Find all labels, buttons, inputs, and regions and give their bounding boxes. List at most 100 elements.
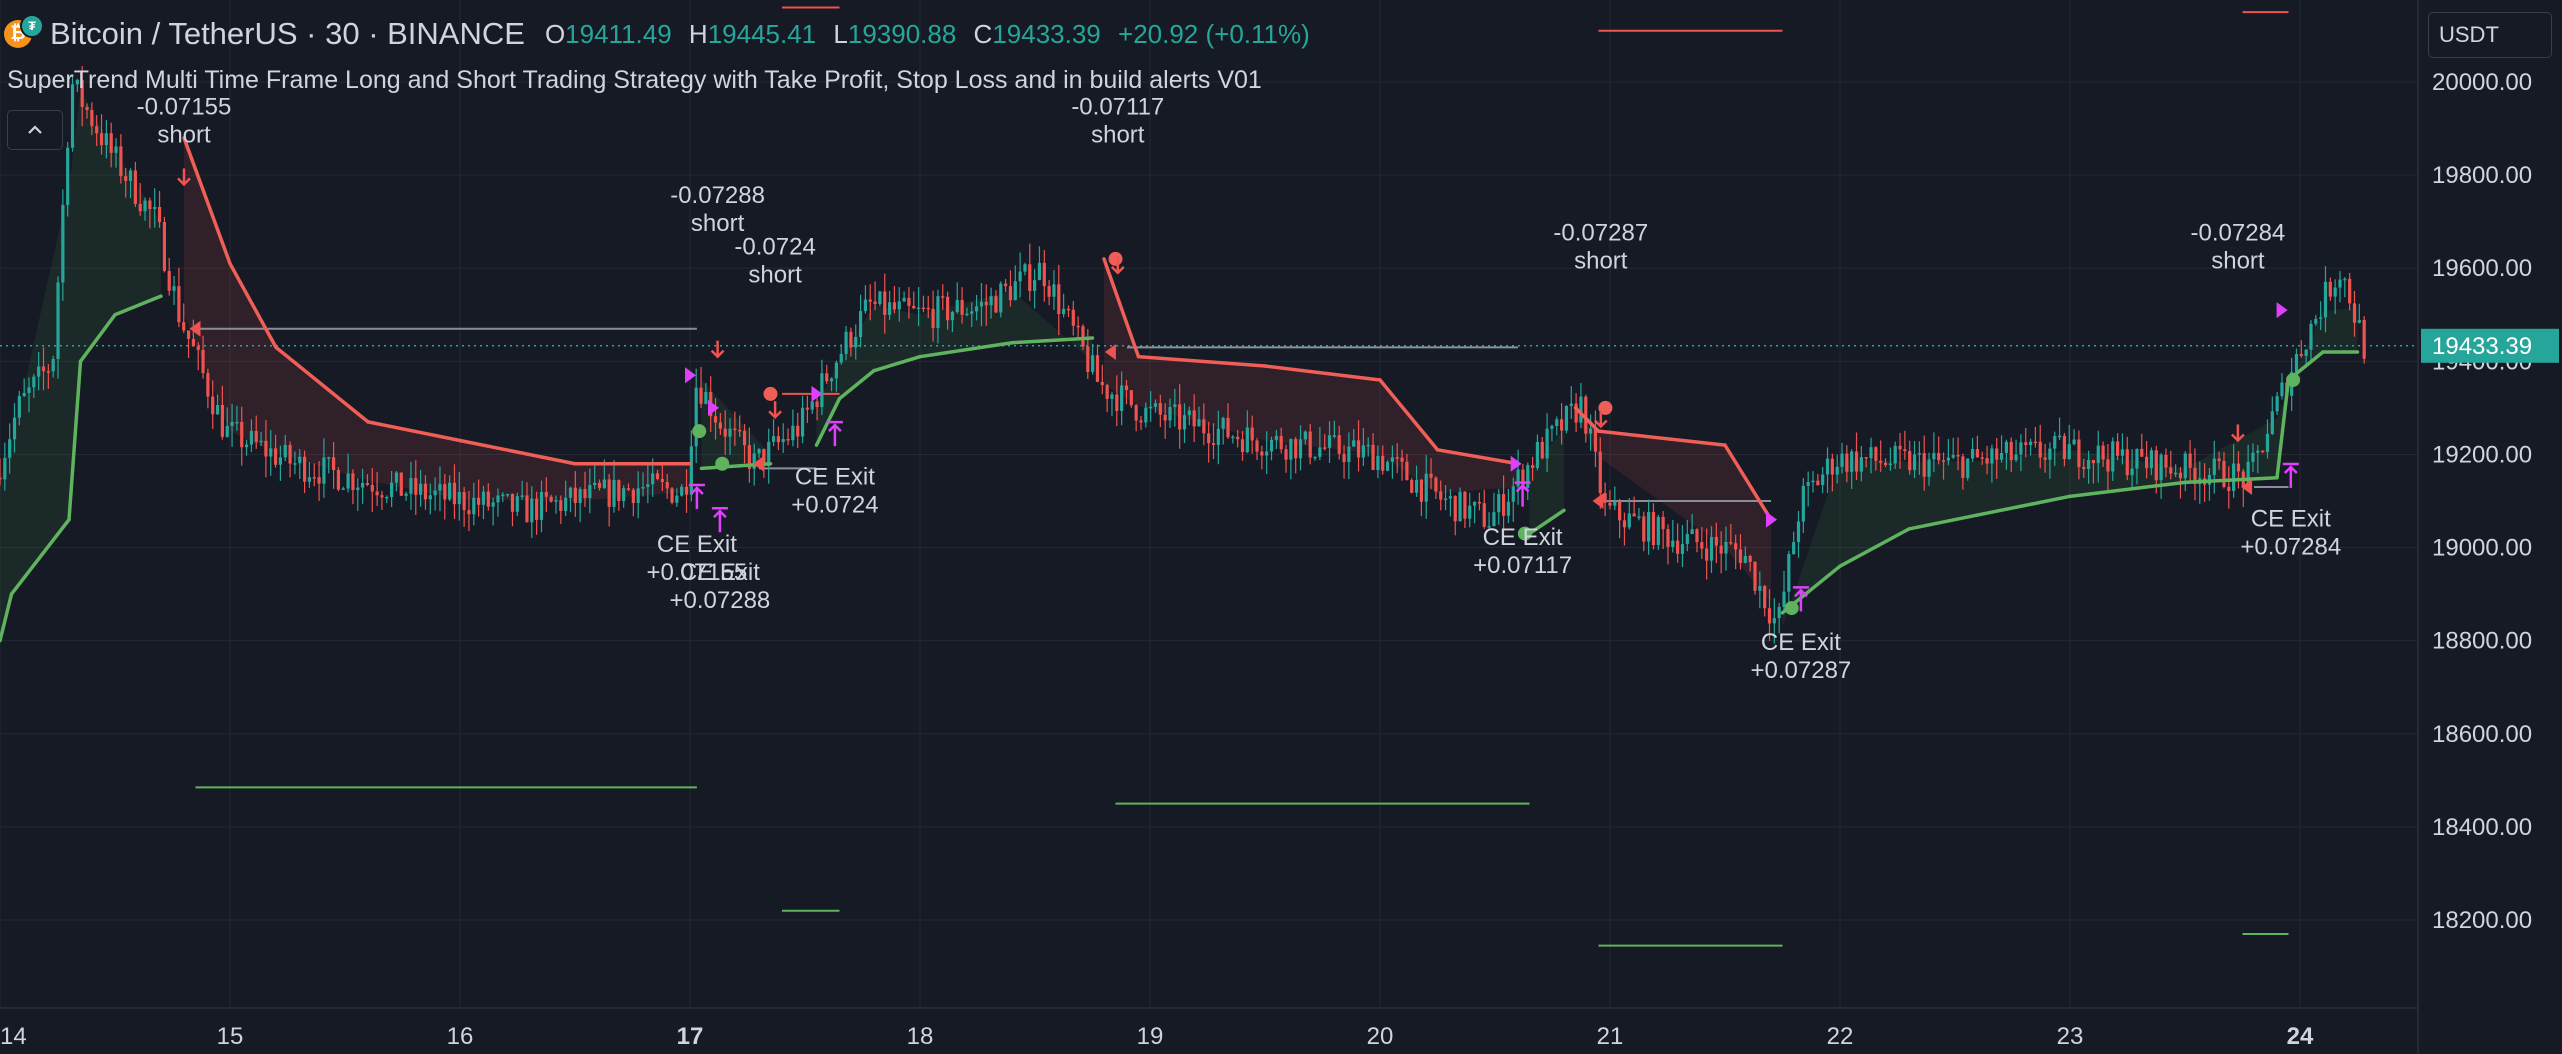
- candle-body: [2149, 450, 2154, 469]
- supertrend-segment: [1010, 336, 1095, 345]
- candle-body: [834, 362, 839, 379]
- candle-body: [481, 491, 486, 505]
- trade-label: -0.0724 short: [734, 233, 815, 288]
- candle-body: [1545, 428, 1549, 459]
- supertrend-fill-area: [11, 186, 69, 595]
- candle-body: [1115, 394, 1119, 411]
- trade-label: CE Exit +0.07117: [1473, 524, 1572, 579]
- supertrend-fill-area: [115, 151, 161, 315]
- candle-body: [1705, 548, 1709, 561]
- symbol-title[interactable]: Bitcoin / TetherUS · 30 · BINANCE: [50, 16, 525, 51]
- candle-body: [2169, 467, 2173, 474]
- candle-body: [805, 407, 809, 410]
- candle-body: [85, 106, 89, 111]
- high-value: 19445.41: [707, 18, 817, 49]
- candle-body: [1632, 513, 1636, 517]
- candle-body: [960, 299, 964, 315]
- candle-body: [370, 484, 374, 492]
- candle-body: [273, 448, 278, 465]
- candle-body: [950, 311, 955, 321]
- trade-label-line: +0.07288: [670, 587, 771, 614]
- candle-body: [2072, 439, 2076, 445]
- supertrend-fill-area: [1909, 460, 1978, 529]
- candle-body: [1250, 427, 1254, 441]
- candle-body: [1782, 591, 1786, 607]
- trade-label-line: short: [1574, 247, 1628, 274]
- candle-body: [892, 302, 897, 310]
- candle-body: [752, 453, 756, 469]
- candle-body: [1463, 491, 1467, 519]
- currency-selector[interactable]: USDT: [2428, 12, 2552, 58]
- candle-body: [1564, 406, 1569, 431]
- candle-body: [1033, 280, 1037, 291]
- candle-body: [1511, 486, 1515, 502]
- price-tick-label: 18600.00: [2432, 721, 2532, 748]
- candle-body: [544, 491, 548, 497]
- candle-body: [1975, 449, 1979, 458]
- time-axis[interactable]: 14 15 16 17 18 19 20 21 22 23 24: [0, 1023, 2314, 1050]
- candle-body: [138, 203, 142, 212]
- supertrend-segment: [918, 340, 1014, 359]
- supertrend-segment: [2068, 480, 2187, 499]
- candle-body: [2227, 486, 2231, 491]
- candle-body: [99, 133, 104, 146]
- candle-body: [1946, 457, 1950, 461]
- candle-body: [684, 486, 689, 495]
- candle-body: [365, 482, 370, 485]
- candle-body: [70, 84, 75, 148]
- candle-body: [27, 387, 31, 394]
- candle-body: [2319, 317, 2323, 319]
- candle-body: [1821, 474, 1825, 486]
- candle-body: [8, 439, 12, 458]
- supertrend-fill-area: [1012, 290, 1093, 362]
- candle-body: [375, 491, 379, 496]
- candle-body: [2106, 459, 2110, 472]
- supertrend-segment: [872, 354, 922, 373]
- strategy-title[interactable]: SuperTrend Multi Time Frame Long and Sho…: [7, 66, 1262, 94]
- candle-body: [1139, 420, 1143, 423]
- price-axis[interactable]: 18200.00 18400.00 18600.00 18800.00 19000.00…: [2421, 69, 2559, 934]
- candle-body: [2217, 458, 2221, 461]
- candle-body: [1008, 286, 1013, 301]
- candle-body: [1618, 501, 1622, 521]
- candle-body: [1555, 419, 1559, 427]
- short-arrow-icon: [2231, 433, 2245, 443]
- candle-body: [491, 502, 495, 507]
- price-tick-label: 19000.00: [2432, 535, 2532, 562]
- supertrend-segment: [1596, 429, 1727, 447]
- exit-flag-left-icon: [189, 320, 201, 337]
- supertrend-fill-area: [839, 305, 874, 399]
- candle-body: [2236, 463, 2241, 472]
- candle-body: [1231, 436, 1235, 439]
- trend-flip-dot: [1784, 601, 1799, 616]
- candle-body: [41, 366, 46, 372]
- candle-body: [2004, 441, 2008, 453]
- entry-flag-right-icon: [2276, 302, 2288, 319]
- candle-body: [1482, 503, 1486, 527]
- trend-flip-dot: [1517, 526, 1532, 541]
- supertrend-fill-area: [230, 263, 276, 453]
- trade-label-line: CE Exit: [1761, 629, 1841, 656]
- short-arrow-icon: [1593, 419, 1608, 429]
- candle-body: [1917, 453, 1921, 455]
- price-tick-label: 18400.00: [2432, 814, 2532, 841]
- supertrend-fill-area: [874, 305, 920, 371]
- candle-body: [390, 482, 394, 497]
- supertrend-fill-area: [2323, 307, 2358, 353]
- candle-body: [1966, 458, 1970, 478]
- candle-body: [157, 206, 162, 223]
- trade-label-line: CE Exit: [795, 464, 875, 491]
- supertrend-segment: [228, 261, 278, 350]
- supertrend-segment: [1723, 443, 1773, 522]
- supertrend-fill-area: [276, 347, 368, 481]
- candle-body: [2222, 460, 2226, 487]
- trade-label: CE Exit +0.07288: [670, 559, 771, 614]
- candle-body: [989, 296, 993, 306]
- supertrend-fill-area: [69, 90, 81, 520]
- candle-body: [172, 286, 176, 291]
- collapse-legend-button[interactable]: [7, 110, 63, 150]
- candle-body: [2178, 472, 2183, 479]
- candle-body: [1574, 403, 1578, 423]
- supertrend-segment: [67, 359, 83, 522]
